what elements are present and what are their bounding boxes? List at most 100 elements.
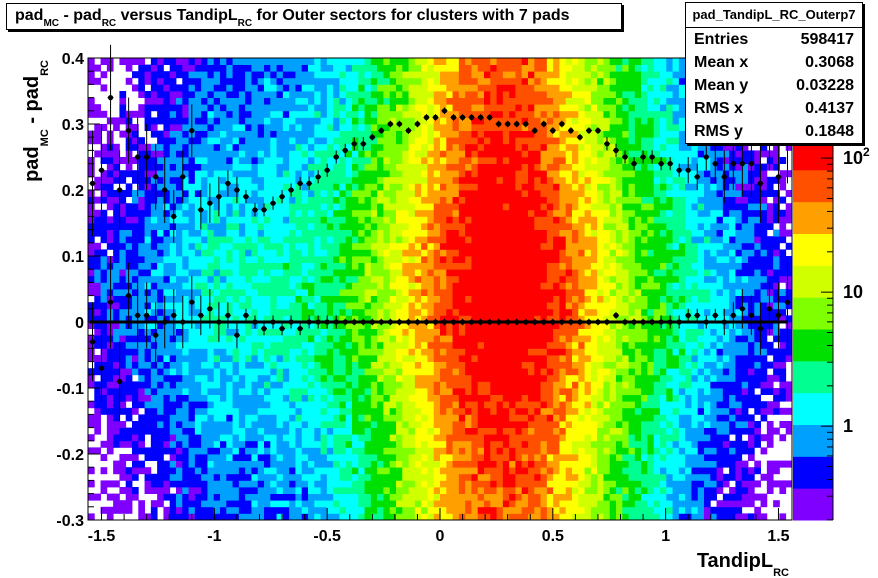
heatmap-cell [213,487,221,494]
heatmap-cell [113,460,120,468]
heatmap-cell [389,256,397,263]
heatmap-cell [289,157,296,164]
heatmap-cell [314,394,321,402]
heatmap-cell [238,196,246,204]
heatmap-cell [226,295,233,303]
heatmap-cell [220,302,227,310]
heatmap-cell [238,77,246,85]
heatmap-cell [169,77,177,85]
heatmap-cell [289,388,296,395]
heatmap-cell [509,440,516,448]
heatmap-cell [100,58,108,65]
heatmap-cell [534,414,541,422]
heatmap-cell [414,388,422,395]
heatmap-cell [496,236,504,244]
heatmap-cell [364,513,372,521]
heatmap-cell [257,506,265,514]
heatmap-cell [226,143,233,151]
heatmap-cell [496,58,504,65]
heatmap-cell [257,388,265,395]
heatmap-cell [232,401,240,409]
heatmap-cell [176,414,183,422]
heatmap-cell [176,440,183,448]
heatmap-cell [521,110,529,118]
heatmap-cell [301,150,309,158]
heatmap-cell [163,467,171,475]
heatmap-cell [414,117,422,125]
heatmap-cell [490,394,497,402]
heatmap-cell [163,361,171,369]
heatmap-cell [308,447,315,455]
heatmap-cell [515,176,523,184]
heatmap-cell [125,355,133,362]
heatmap-cell [383,150,391,158]
heatmap-cell [232,368,240,376]
heatmap-cell [125,394,133,402]
heatmap-cell [490,315,497,323]
heatmap-cell [163,308,171,316]
heatmap-cell [176,150,183,158]
heatmap-cell [490,262,497,270]
heatmap-cell [245,374,252,382]
heatmap-cell [125,242,133,250]
heatmap-cell [383,381,391,389]
heatmap-cell [301,236,309,244]
heatmap-cell [515,513,523,521]
heatmap-cell [207,361,215,369]
heatmap-cell [264,401,271,409]
heatmap-cell [182,110,189,118]
heatmap-cell [276,335,284,343]
heatmap-cell [276,328,284,336]
heatmap-cell [370,163,378,171]
heatmap-cell [251,460,259,468]
heatmap-cell [314,388,321,395]
heatmap-cell [150,256,158,263]
heatmap-cell [396,361,403,369]
heatmap-cell [496,249,504,257]
heatmap-cell [144,355,152,362]
heatmap-cell [182,262,189,270]
heatmap-cell [282,242,290,250]
heatmap-cell [364,275,372,283]
heatmap-cell [477,143,485,151]
heatmap-cell [465,150,472,158]
heatmap-cell [176,401,183,409]
heatmap-cell [176,124,183,131]
heatmap-cell [452,77,460,85]
heatmap-cell [119,322,127,329]
heatmap-cell [119,407,127,415]
heatmap-cell [509,130,516,138]
heatmap-cell [333,480,340,488]
heatmap-cell [320,381,328,389]
heatmap-cell [540,97,548,105]
heatmap-cell [176,328,183,336]
heatmap-cell [396,348,403,356]
heatmap-cells [88,58,793,521]
heatmap-cell [220,328,227,336]
heatmap-cell [176,176,183,184]
heatmap-cell [257,91,265,98]
heatmap-cell [100,183,108,191]
heatmap-cell [496,368,504,376]
heatmap-cell [389,242,397,250]
heatmap-cell [421,170,428,178]
heatmap-cell [446,401,453,409]
heatmap-cell [163,163,171,171]
heatmap-cell [377,183,384,191]
heatmap-cell [414,84,422,92]
heatmap-cell [138,308,145,316]
heatmap-cell [301,104,309,112]
heatmap-cell [276,454,284,461]
heatmap-cell [270,157,277,164]
heatmap-cell [264,209,271,217]
heatmap-cell [226,249,233,257]
heatmap-cell [282,454,290,461]
heatmap-cell [364,256,372,263]
heatmap-cell [396,388,403,395]
heatmap-cell [465,223,472,230]
heatmap-cell [427,513,435,521]
heatmap-cell [207,91,215,98]
heatmap-cell [188,84,196,92]
heatmap-cell [176,196,183,204]
heatmap-cell [150,381,158,389]
